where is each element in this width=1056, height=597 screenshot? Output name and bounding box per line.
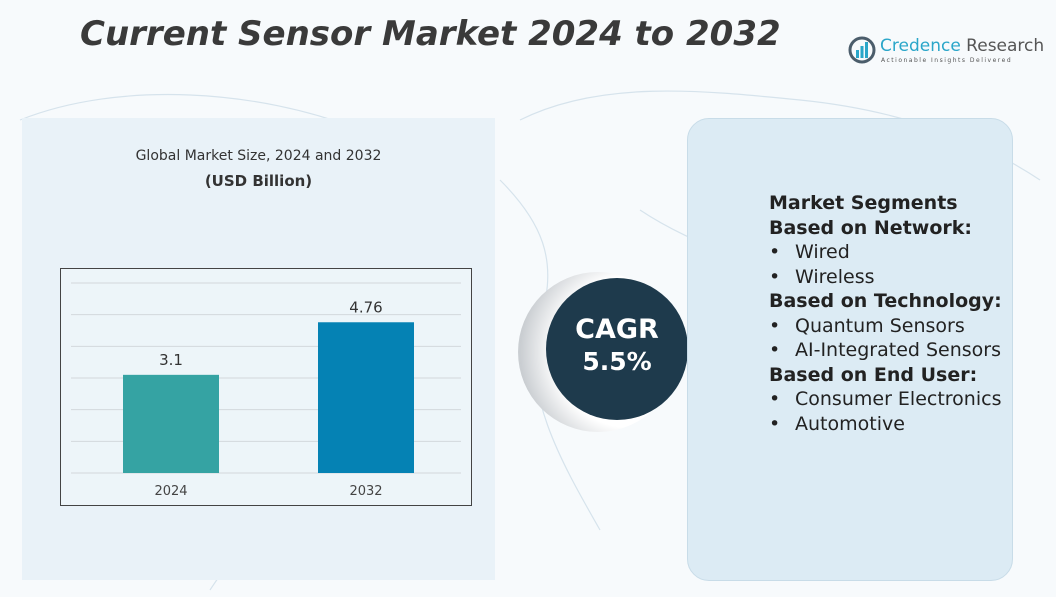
x-tick-label: 2024 [154,484,187,499]
segments-list: Market Segments Based on Network:WiredWi… [769,191,1002,436]
segment-item: Wired [769,240,1002,265]
x-tick-label: 2032 [349,484,382,499]
segment-item: Automotive [769,412,1002,437]
bar-2024 [123,374,219,473]
segment-group-title: Based on Technology: [769,290,1002,312]
segment-group-title: Based on End User: [769,363,978,386]
segments-heading: Market Segments [769,192,958,214]
data-label: 3.1 [159,351,183,369]
chart-panel: Global Market Size, 2024 and 2032 (USD B… [22,118,495,580]
segment-item: Consumer Electronics [769,387,1002,412]
chart-subtitle: (USD Billion) [204,172,313,190]
logo-tagline: Actionable Insights Delivered [881,57,1013,64]
segment-group-title: Based on Network: [769,216,972,239]
cagr-badge: CAGR 5.5% [546,278,688,420]
page-title: Current Sensor Market 2024 to 2032 [80,14,781,54]
bar-chart-svg: 3.1 2024 4.76 2032 [71,282,461,499]
segments-panel: Market Segments Based on Network:WiredWi… [687,118,1013,581]
logo-icon [848,36,876,64]
segment-item: AI-Integrated Sensors [769,338,1002,363]
segment-item: Quantum Sensors [769,314,1002,339]
logo-name: Credence Research [880,36,1045,56]
bar-chart: 3.1 2024 4.76 2032 [60,268,472,506]
data-label: 4.76 [349,298,382,316]
cagr-label: CAGR [575,314,659,345]
credence-research-logo: Credence Research Actionable Insights De… [848,36,1044,72]
chart-title: Global Market Size, 2024 and 2032 [135,148,382,164]
segment-item: Wireless [769,265,1002,290]
cagr-value: 5.5% [582,347,652,376]
bar-2032 [318,322,414,473]
